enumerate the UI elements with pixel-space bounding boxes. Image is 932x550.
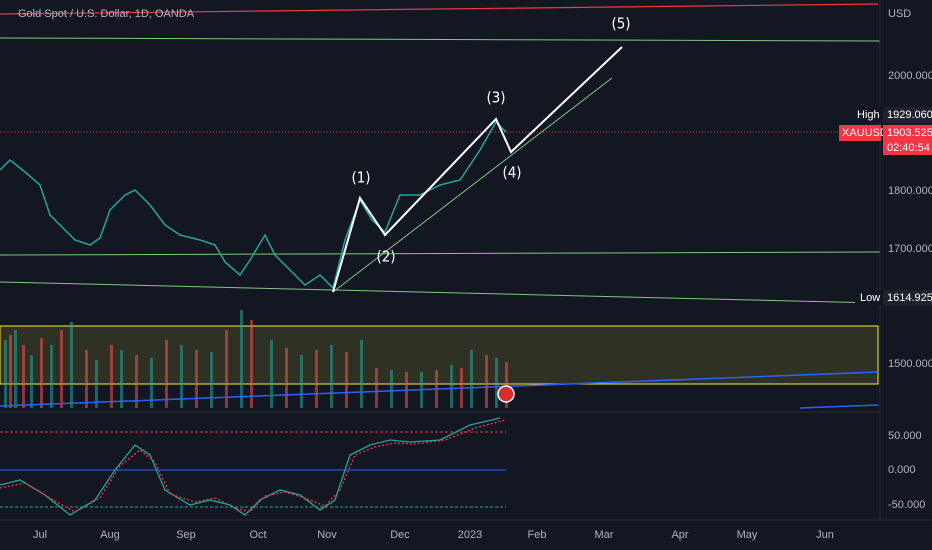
price-box: [883, 125, 932, 155]
indicator-label: 0.000: [888, 464, 916, 476]
high-label: High: [857, 109, 880, 121]
wave-label: (5): [611, 15, 630, 33]
oscillator: [0, 417, 501, 516]
trend-line: [332, 77, 613, 293]
volume-bars: [4, 310, 498, 408]
price-label: 1700.000: [888, 243, 932, 255]
price-label: 1800.000: [888, 185, 932, 197]
sloped-line: [0, 281, 879, 304]
low-value-box: [883, 290, 932, 306]
moving-average: [799, 404, 879, 409]
time-label: Apr: [671, 529, 688, 541]
low-value: 1614.925: [887, 292, 932, 304]
symbol-label: XAUUSD: [842, 127, 888, 139]
time-label: Feb: [528, 529, 547, 541]
wave-label: (3): [486, 89, 505, 107]
time-label: Dec: [390, 529, 410, 541]
time-label: May: [737, 529, 758, 541]
time-label: Nov: [317, 529, 337, 541]
event-flag[interactable]: [497, 385, 515, 403]
resistance-line: [0, 3, 879, 15]
price-label: 1500.000: [888, 358, 932, 370]
time-label: Sep: [176, 529, 196, 541]
time-label: 2023: [458, 529, 482, 541]
high-value-box: [883, 107, 932, 123]
indicator-label: 50.000: [888, 430, 922, 442]
high-value: 1929.060: [887, 109, 932, 121]
indicator-label: -50.000: [888, 499, 925, 511]
moving-average: [0, 371, 879, 407]
time-label: Aug: [100, 529, 120, 541]
wave-label: (2): [376, 248, 395, 266]
wave-label: (1): [351, 169, 370, 187]
symbol-badge: [839, 125, 881, 141]
wave-label: (4): [502, 164, 521, 182]
currency: USD: [888, 8, 911, 20]
countdown: 02:40:54: [887, 142, 930, 154]
zone: [0, 325, 879, 385]
signal-line: [0, 419, 506, 513]
last-price: 1903.525: [887, 127, 932, 139]
time-label: Oct: [249, 529, 266, 541]
price-path: [0, 120, 507, 290]
chart-title: Gold Spot / U.S. Dollar, 1D, OANDA: [18, 8, 195, 20]
time-label: Jun: [816, 529, 834, 541]
horizontal-line: [0, 37, 881, 42]
elliott-wave: [332, 46, 623, 293]
price-label: 2000.000: [888, 70, 932, 82]
time-label: Mar: [595, 529, 614, 541]
time-label: Jul: [33, 529, 47, 541]
horizontal-line: [0, 251, 881, 256]
low-label: Low: [860, 292, 880, 304]
